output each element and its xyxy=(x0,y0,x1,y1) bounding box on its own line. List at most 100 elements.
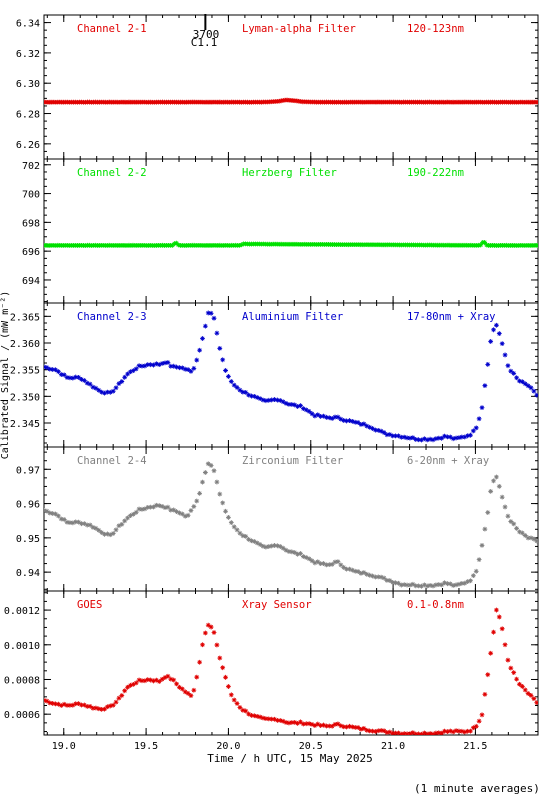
data-point xyxy=(309,558,315,564)
data-point xyxy=(208,310,214,316)
data-point xyxy=(430,731,436,735)
data-point xyxy=(295,404,300,409)
data-point xyxy=(442,580,447,586)
data-point xyxy=(104,389,110,395)
data-point xyxy=(494,474,499,480)
data-point xyxy=(197,490,203,496)
data-point xyxy=(58,703,64,708)
data-point xyxy=(300,554,306,559)
data-point xyxy=(482,240,488,245)
data-point xyxy=(139,678,145,684)
data-point xyxy=(182,513,188,519)
data-point xyxy=(326,562,332,568)
data-point xyxy=(145,677,151,683)
data-point xyxy=(470,573,476,579)
data-point xyxy=(200,479,205,485)
y-tick-label: 0.95 xyxy=(16,534,40,545)
data-point xyxy=(465,579,471,585)
data-point xyxy=(107,703,113,709)
data-point xyxy=(257,396,263,401)
data-point xyxy=(347,723,352,729)
data-point xyxy=(93,525,99,531)
data-point xyxy=(445,434,450,440)
data-point xyxy=(223,674,228,680)
y-axis-label: Calibrated Signal / (mW m⁻²) xyxy=(0,291,11,460)
data-point xyxy=(401,434,407,440)
data-point xyxy=(421,436,427,442)
data-point xyxy=(50,367,56,372)
data-point xyxy=(502,504,508,510)
data-point xyxy=(535,243,538,248)
data-point xyxy=(393,730,398,735)
data-point xyxy=(462,580,468,586)
data-point xyxy=(298,719,303,725)
data-point xyxy=(315,559,321,565)
data-point xyxy=(511,521,517,527)
data-point xyxy=(488,488,494,494)
data-point xyxy=(237,243,243,248)
filter-label: Xray Sensor xyxy=(242,599,312,611)
data-point xyxy=(148,677,154,683)
data-point xyxy=(318,414,324,419)
data-point xyxy=(511,670,517,675)
data-point xyxy=(384,730,390,735)
channel-label: Channel 2-3 xyxy=(77,311,147,323)
data-point xyxy=(159,676,165,682)
data-point xyxy=(473,425,479,431)
data-point xyxy=(64,519,70,525)
data-point xyxy=(90,705,96,711)
panel-frame xyxy=(43,590,539,736)
data-point xyxy=(502,642,508,648)
y-tick-label: 2.365 xyxy=(10,312,40,323)
data-point xyxy=(280,399,286,405)
data-point xyxy=(211,630,217,635)
data-point xyxy=(136,363,142,369)
data-point xyxy=(205,461,211,467)
data-point xyxy=(424,437,430,443)
data-point xyxy=(171,507,177,513)
data-point xyxy=(473,568,479,574)
data-point xyxy=(517,378,522,384)
y-tick-label: 694 xyxy=(22,276,40,287)
data-point xyxy=(53,511,58,517)
data-point xyxy=(173,240,179,246)
data-point xyxy=(396,730,401,735)
data-point xyxy=(231,697,237,703)
data-point xyxy=(300,721,306,727)
band-label: 190-222nm xyxy=(407,167,464,179)
data-point xyxy=(93,385,99,391)
data-point xyxy=(263,398,269,404)
data-point xyxy=(73,374,79,380)
data-point xyxy=(462,434,468,440)
data-point xyxy=(249,393,254,399)
data-point xyxy=(404,731,410,735)
data-point xyxy=(508,665,514,671)
data-point xyxy=(283,547,289,553)
channel-label: Channel 2-2 xyxy=(77,167,147,179)
data-point xyxy=(473,723,479,729)
data-point xyxy=(341,565,347,570)
data-point xyxy=(424,731,430,735)
data-point xyxy=(251,713,257,719)
data-point xyxy=(87,522,93,528)
data-point xyxy=(56,513,61,519)
data-point xyxy=(349,724,355,730)
data-point xyxy=(419,583,424,589)
data-point xyxy=(312,723,318,728)
y-tick-label: 2.345 xyxy=(10,419,40,430)
data-point xyxy=(364,571,370,577)
data-point xyxy=(370,426,375,431)
data-point xyxy=(179,686,185,692)
data-point xyxy=(102,531,107,537)
series-4 xyxy=(44,461,538,589)
data-point xyxy=(148,362,154,368)
data-point xyxy=(139,506,145,512)
data-point xyxy=(445,581,450,587)
data-point xyxy=(468,578,473,584)
data-point xyxy=(381,430,387,435)
data-point xyxy=(289,549,295,555)
data-point xyxy=(165,360,171,365)
data-point xyxy=(260,397,266,403)
data-point xyxy=(240,707,246,713)
x-tick-label: 19.5 xyxy=(134,741,158,752)
